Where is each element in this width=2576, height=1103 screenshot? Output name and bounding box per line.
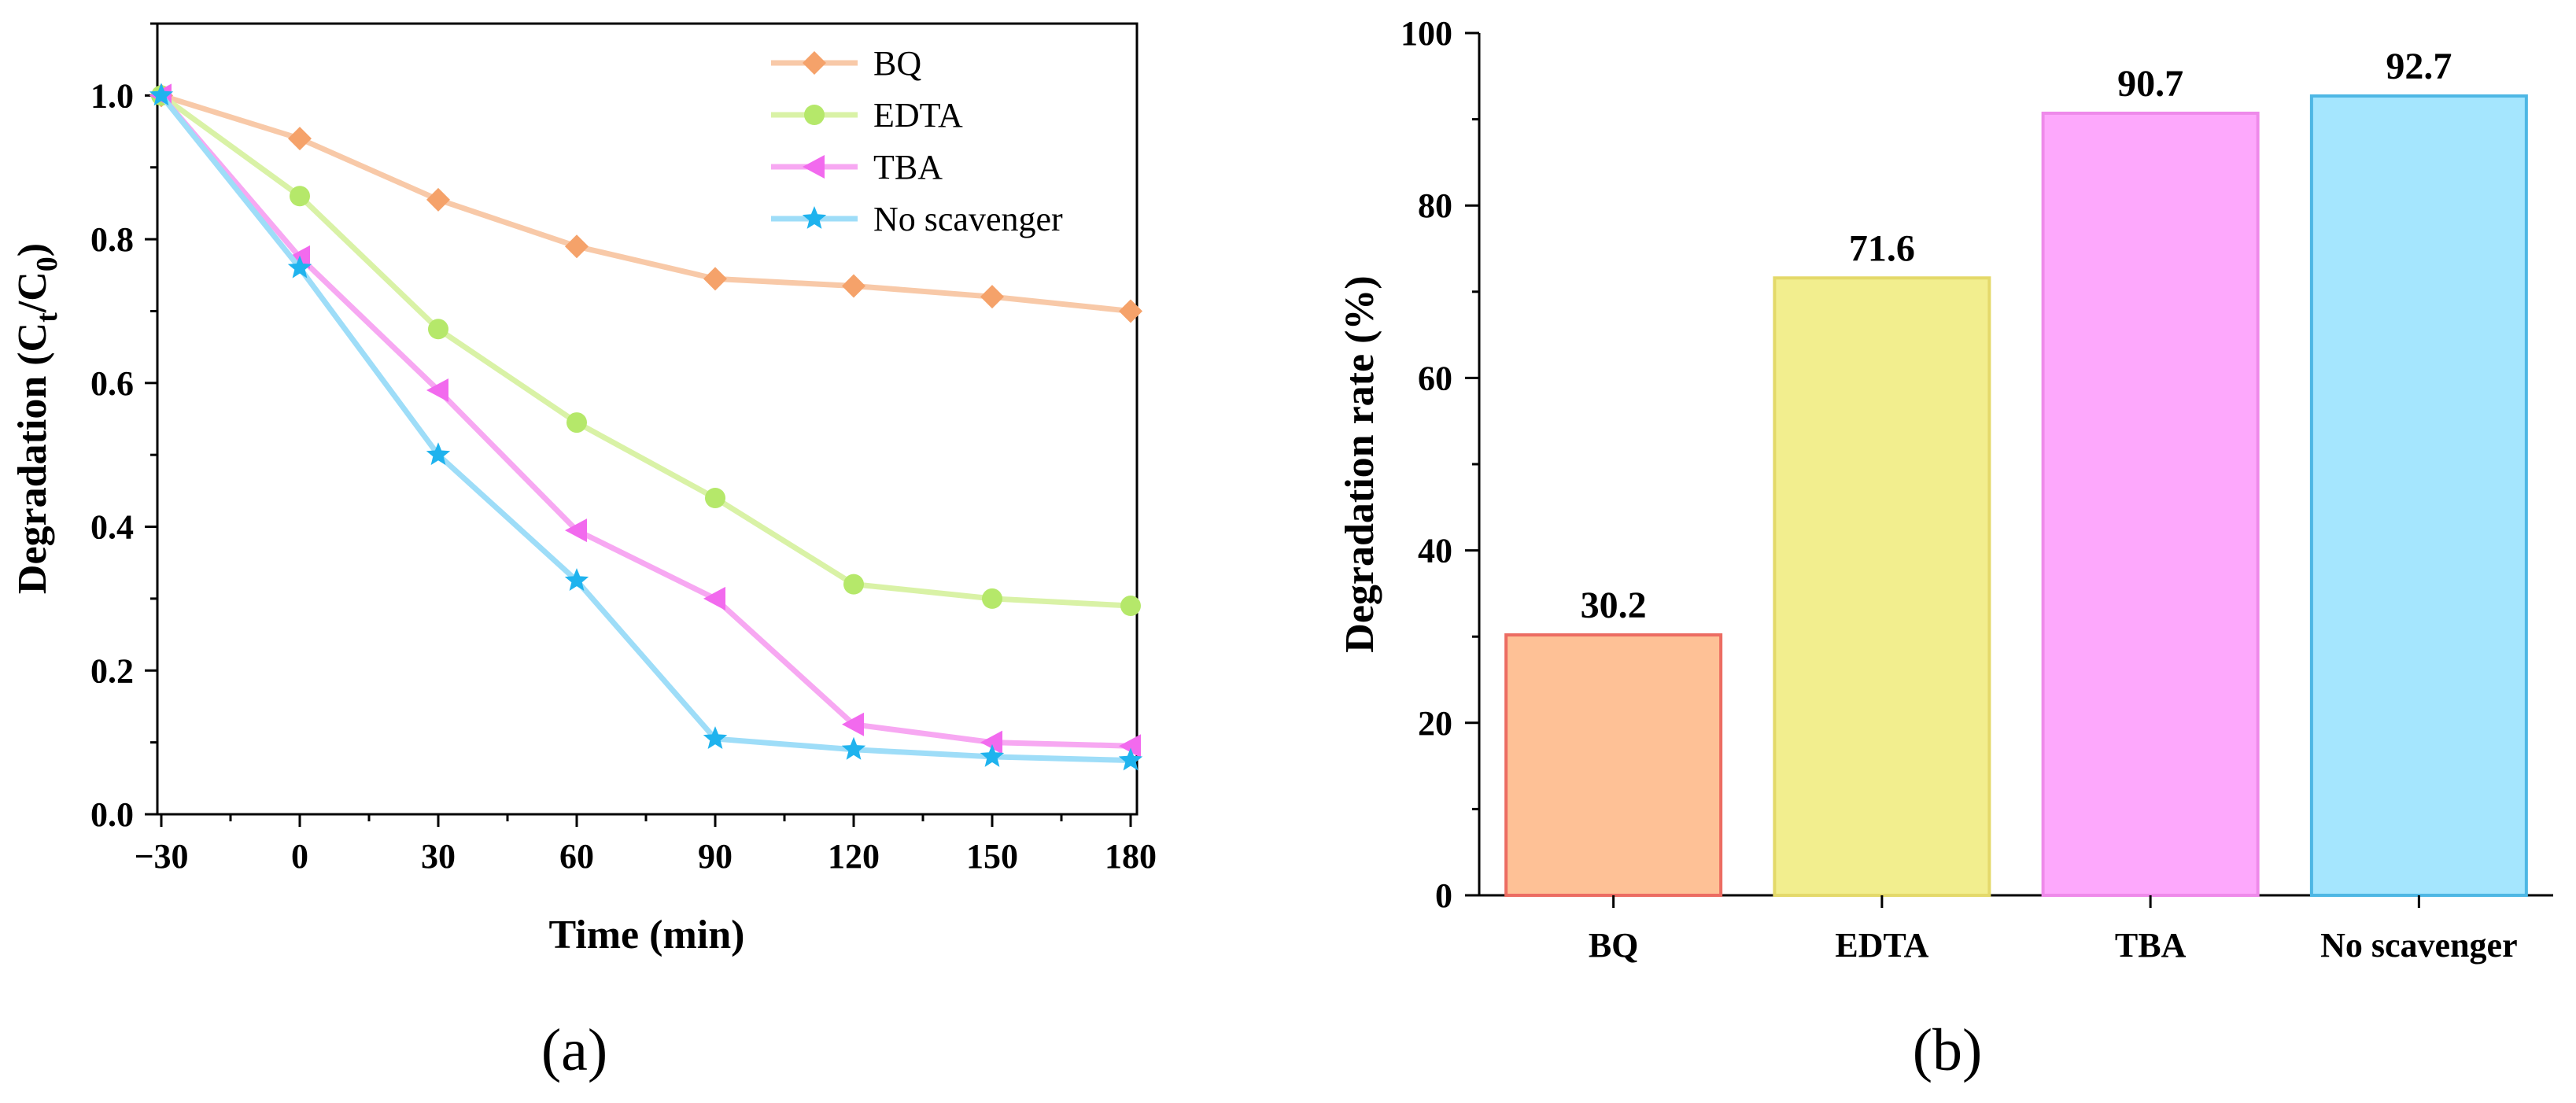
legend-marker	[803, 51, 826, 75]
data-point	[1118, 747, 1143, 771]
y-tick-label: 40	[1418, 532, 1452, 570]
data-point	[842, 274, 865, 298]
data-point	[982, 588, 1002, 609]
y-tick-label: 1.0	[90, 76, 134, 115]
series-line	[159, 93, 1131, 609]
data-point	[565, 234, 589, 259]
data-point	[564, 568, 589, 591]
x-tick-label: 0	[291, 837, 308, 876]
data-point	[841, 736, 866, 760]
legend-item: No scavenger	[771, 200, 1063, 238]
bar-chart-panel-b: 0 20 40 60 80 100 30.2 BQ 71.6 EDTA 90.7 TBA 92.7 No…	[1338, 14, 2553, 1083]
panel-label-b: (b)	[1913, 1017, 1983, 1083]
y-tick-label: 60	[1418, 359, 1452, 397]
bar-group: 30.2 BQ	[1504, 585, 1723, 965]
x-tick-label: 120	[828, 837, 880, 876]
series-tba	[149, 83, 1141, 758]
y-tick-label: 0.0	[90, 795, 134, 834]
bar-chart-ticks: 0 20 40 60 80 100	[1401, 14, 1479, 915]
line-chart-legend: BQ EDTA TBA No scavenger	[771, 44, 1063, 238]
data-point	[428, 319, 448, 340]
legend-item: TBA	[771, 148, 943, 186]
x-tick-label: EDTA	[1835, 926, 1928, 965]
line-chart-xlabel: Time (min)	[549, 913, 745, 957]
bar-group: 71.6 EDTA	[1773, 227, 1991, 965]
bar	[2041, 111, 2260, 898]
panel-label-a: (a)	[541, 1017, 607, 1083]
bar-group: 90.7 TBA	[2041, 63, 2260, 965]
bar-value-label: 71.6	[1849, 227, 1915, 269]
x-tick-label: 30	[421, 837, 456, 876]
data-point	[843, 574, 864, 595]
x-tick-label: TBA	[2115, 926, 2187, 965]
y-tick-label: 0.8	[90, 220, 134, 259]
data-point	[566, 412, 587, 433]
line-chart-ticks: −30 0 30 60 90 120 150 180 0.0 0.2 0.4 0.6 0.8 1.0	[90, 22, 1157, 876]
bar-group: 92.7 No scavenger	[2309, 46, 2528, 965]
data-point	[980, 285, 1004, 309]
x-tick-label: 90	[698, 837, 733, 876]
x-tick-label: 150	[966, 837, 1018, 876]
data-point	[842, 712, 864, 736]
data-point	[287, 255, 312, 279]
data-point	[426, 378, 448, 402]
data-point	[705, 488, 725, 508]
legend-item: EDTA	[771, 96, 963, 135]
y-tick-label: 100	[1401, 14, 1452, 53]
series-line	[159, 94, 1131, 763]
y-tick-label: 20	[1418, 704, 1452, 743]
legend-marker	[803, 155, 825, 179]
y-tick-label: 0.2	[90, 651, 134, 690]
x-tick-label: 60	[559, 837, 594, 876]
data-point	[703, 586, 725, 611]
data-point	[288, 127, 312, 151]
bar-chart-ylabel: Degradation rate (%)	[1338, 275, 1382, 652]
data-point	[980, 743, 1005, 767]
line-chart-ylabel: Degradation (Ct/C0)	[10, 243, 64, 594]
line-chart-series	[149, 83, 1143, 771]
data-point	[565, 518, 587, 543]
bar	[1773, 276, 1991, 898]
data-point	[288, 245, 310, 269]
series-edta	[151, 85, 1141, 617]
legend-item: BQ	[771, 44, 921, 83]
data-point	[1119, 299, 1142, 323]
data-point	[426, 442, 451, 466]
data-point	[290, 186, 310, 207]
bar	[2309, 94, 2528, 898]
bar-value-label: 90.7	[2117, 63, 2183, 105]
y-tick-label: 0.6	[90, 364, 134, 403]
y-tick-label: 0	[1435, 876, 1452, 915]
x-tick-label: BQ	[1589, 926, 1639, 965]
x-tick-label: No scavenger	[2320, 926, 2518, 965]
data-point	[1120, 596, 1141, 617]
data-point	[980, 730, 1002, 754]
line-chart-panel-a: −30 0 30 60 90 120 150 180 0.0 0.2 0.4 0.6 0.8 1.0 BQ…	[10, 22, 1157, 1083]
data-point	[426, 187, 450, 212]
series-no-scavenger	[149, 83, 1143, 771]
x-tick-label: 180	[1105, 837, 1157, 876]
bar-value-label: 92.7	[2386, 46, 2452, 87]
legend-label: EDTA	[873, 96, 963, 135]
x-tick-label: −30	[134, 837, 188, 876]
bar	[1504, 633, 1723, 897]
bar-value-label: 30.2	[1581, 585, 1647, 626]
legend-label: BQ	[873, 44, 921, 83]
legend-marker	[804, 105, 825, 125]
data-point	[1119, 734, 1141, 758]
series-line	[160, 93, 1131, 314]
y-tick-label: 80	[1418, 186, 1452, 225]
legend-label: TBA	[873, 148, 943, 186]
data-point	[703, 726, 728, 749]
legend-label: No scavenger	[873, 200, 1063, 238]
legend-marker	[802, 206, 827, 229]
data-point	[703, 267, 727, 291]
y-tick-label: 0.4	[90, 508, 134, 547]
series-line	[159, 94, 1131, 749]
data-point	[149, 83, 174, 106]
bar-chart-bars: 30.2 BQ 71.6 EDTA 90.7 TBA 92.7 No scavenger	[1504, 46, 2528, 965]
